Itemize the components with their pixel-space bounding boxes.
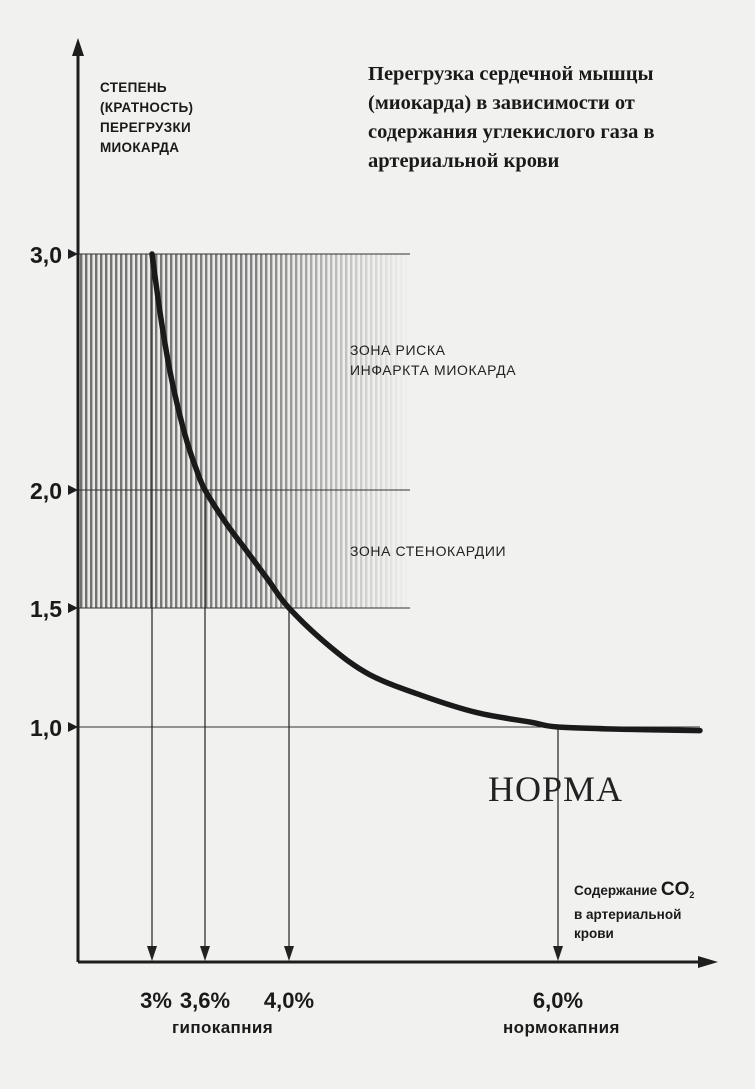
guide-lines bbox=[78, 253, 700, 961]
tick-labels: 1,0 1,5 2,0 3,0 3% 3,6% 4,0% 6,0% bbox=[30, 242, 583, 1013]
chart-title: Перегрузка сердечной мышцы (миокарда) в … bbox=[368, 63, 655, 172]
x-tick-label: 3,6% bbox=[180, 988, 230, 1013]
y-tick-label: 2,0 bbox=[30, 478, 62, 504]
y-axis-arrow bbox=[72, 38, 84, 56]
zone-label-angina: ЗОНА СТЕНОКАРДИИ bbox=[350, 541, 506, 561]
zone-label-infarction: ЗОНА РИСКА ИНФАРКТА МИОКАРДА bbox=[350, 340, 516, 380]
x-drop-arrow bbox=[553, 946, 563, 961]
y-axis-label-line: ПЕРЕГРУЗКИ bbox=[100, 120, 191, 135]
x-tick-label: 3% bbox=[140, 988, 172, 1013]
zone-label-line: ИНФАРКТА МИОКАРДА bbox=[350, 362, 517, 378]
x-axis-label-sub: 2 bbox=[689, 890, 695, 900]
y-tick-marker bbox=[68, 722, 78, 732]
x-axis-label-line: в артериальной bbox=[574, 907, 682, 922]
axes bbox=[68, 38, 718, 968]
x-drop-arrow bbox=[284, 946, 294, 961]
overload-curve bbox=[149, 251, 703, 734]
normocapnia-label: нормокапния bbox=[503, 1018, 620, 1037]
x-tick-label: 6,0% bbox=[533, 988, 583, 1013]
y-tick-marker bbox=[68, 485, 78, 495]
y-axis-label: СТЕПЕНЬ (КРАТНОСТЬ) ПЕРЕГРУЗКИ МИОКАРДА bbox=[100, 78, 260, 158]
x-tick-label: 4,0% bbox=[264, 988, 314, 1013]
x-axis-label-prefix: Содержание bbox=[574, 883, 661, 898]
y-tick-label: 1,0 bbox=[30, 715, 62, 741]
x-axis-arrow bbox=[698, 956, 718, 968]
y-axis-label-line: СТЕПЕНЬ bbox=[100, 80, 167, 95]
x-drop-arrow bbox=[200, 946, 210, 961]
zone-label-line: ЗОНА СТЕНОКАРДИИ bbox=[350, 543, 507, 559]
y-axis-label-line: МИОКАРДА bbox=[100, 140, 180, 155]
hypocapnia-label: гипокапния bbox=[172, 1018, 274, 1037]
y-axis-label-line: (КРАТНОСТЬ) bbox=[100, 100, 194, 115]
y-tick-marker bbox=[68, 603, 78, 613]
y-tick-label: 3,0 bbox=[30, 242, 62, 268]
x-axis-label-line: крови bbox=[574, 926, 614, 941]
zone-label-line: ЗОНА РИСКА bbox=[350, 342, 446, 358]
curve-layer bbox=[149, 251, 703, 734]
norm-label: НОРМА bbox=[488, 769, 624, 809]
x-axis-label: Содержание CO2 в артериальной крови bbox=[574, 880, 744, 943]
y-tick-marker bbox=[68, 249, 78, 259]
x-drop-arrow bbox=[147, 946, 157, 961]
y-tick-label: 1,5 bbox=[30, 596, 62, 622]
x-axis-label-chem: CO bbox=[660, 879, 690, 900]
